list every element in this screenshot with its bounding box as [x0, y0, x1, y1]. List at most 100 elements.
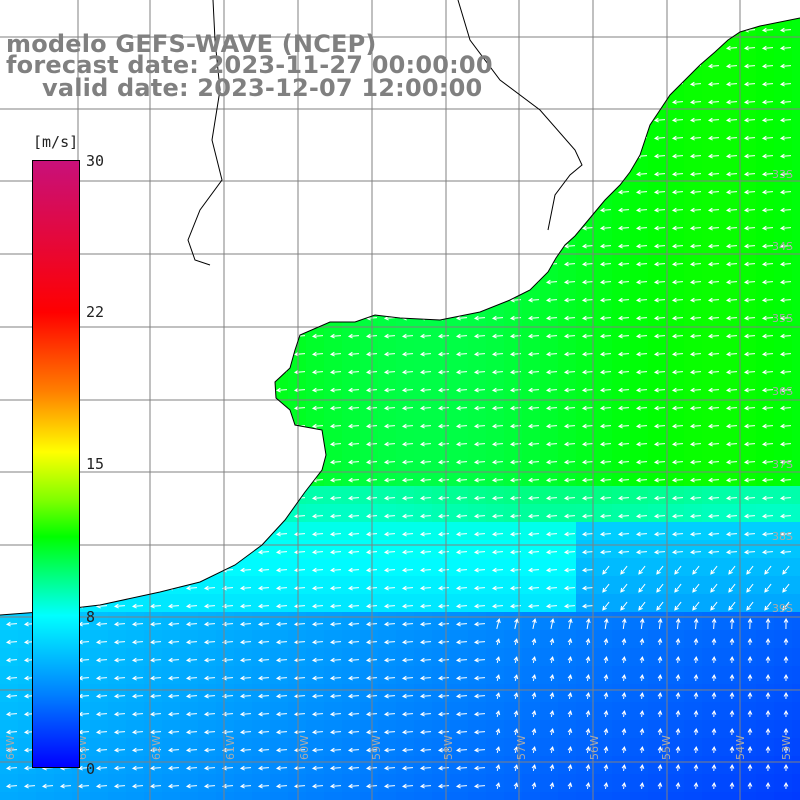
wind-arrow: [149, 603, 162, 609]
wind-speed-cell: [702, 666, 721, 685]
wind-arrow: [419, 747, 432, 753]
wind-arrow: [133, 10, 143, 14]
wind-speed-cell: [558, 522, 577, 541]
wind-arrow: [473, 315, 486, 321]
wind-speed-cell: [0, 126, 19, 145]
wind-arrow: [761, 531, 774, 537]
wind-arrow: [347, 729, 360, 735]
wind-speed-cell: [522, 450, 541, 469]
wind-speed-cell: [558, 576, 577, 595]
wind-arrow: [257, 423, 270, 429]
wind-speed-cell: [0, 450, 19, 469]
wind-arrow: [329, 747, 342, 753]
wind-speed-cell: [630, 396, 649, 415]
wind-arrow: [693, 727, 699, 736]
wind-arrow: [221, 657, 234, 663]
wind-arrow: [599, 153, 612, 159]
wind-arrow: [347, 387, 360, 393]
wind-speed-cell: [540, 666, 559, 685]
wind-speed-cell: [720, 288, 739, 307]
wind-arrow: [329, 171, 342, 177]
wind-arrow: [185, 477, 198, 483]
wind-arrow: [313, 10, 323, 14]
wind-speed-cell: [378, 612, 397, 631]
wind-speed-cell: [90, 666, 109, 685]
wind-arrow: [329, 351, 342, 357]
wind-speed-cell: [702, 90, 721, 109]
wind-speed-cell: [486, 594, 505, 613]
wind-speed-cell: [504, 594, 523, 613]
wind-speed-cell: [432, 144, 451, 163]
wind-arrow: [383, 459, 396, 465]
wind-speed-cell: [396, 450, 415, 469]
wind-speed-cell: [90, 792, 109, 800]
wind-speed-cell: [720, 144, 739, 163]
wind-arrow: [743, 441, 756, 447]
wind-speed-cell: [540, 324, 559, 343]
wind-speed-cell: [180, 378, 199, 397]
wind-speed-cell: [792, 432, 800, 451]
wind-speed-cell: [720, 504, 739, 523]
wind-arrow: [131, 711, 144, 717]
wind-speed-cell: [792, 36, 800, 55]
wind-arrow: [689, 117, 702, 123]
wind-arrow: [725, 99, 738, 105]
wind-arrow: [639, 763, 645, 772]
wind-speed-cell: [162, 270, 181, 289]
wind-speed-cell: [540, 558, 559, 577]
wind-speed-cell: [378, 270, 397, 289]
wind-arrow: [23, 99, 36, 105]
wind-arrow: [743, 315, 756, 321]
wind-speed-cell: [558, 216, 577, 235]
wind-speed-cell: [324, 702, 343, 721]
wind-arrow: [599, 477, 612, 483]
wind-arrow: [567, 782, 573, 790]
wind-speed-cell: [486, 306, 505, 325]
wind-arrow: [275, 261, 288, 267]
wind-speed-cell: [540, 720, 559, 739]
wind-arrow: [203, 135, 216, 141]
wind-arrow: [437, 459, 450, 465]
wind-arrow: [617, 117, 630, 123]
wind-arrow: [419, 171, 432, 177]
wind-arrow: [293, 279, 306, 285]
wind-arrow: [657, 745, 663, 754]
wind-speed-cell: [774, 108, 793, 127]
wind-speed-cell: [144, 396, 163, 415]
wind-arrow: [653, 81, 666, 87]
wind-arrow: [639, 691, 645, 700]
wind-speed-cell: [252, 558, 271, 577]
wind-arrow: [689, 423, 702, 429]
wind-arrow: [419, 513, 432, 519]
wind-arrow: [764, 565, 772, 575]
wind-arrow: [747, 637, 753, 646]
wind-arrow: [95, 243, 108, 249]
wind-arrow: [653, 279, 666, 285]
wind-arrow: [455, 243, 468, 249]
wind-speed-cell: [702, 396, 721, 415]
wind-arrow: [761, 405, 774, 411]
wind-speed-cell: [108, 504, 127, 523]
wind-arrow: [491, 135, 504, 141]
wind-arrow: [693, 673, 699, 682]
wind-speed-cell: [414, 144, 433, 163]
wind-speed-cell: [108, 612, 127, 631]
wind-arrow: [257, 621, 270, 627]
wind-speed-cell: [792, 792, 800, 800]
wind-arrow: [675, 727, 681, 736]
wind-speed-cell: [414, 414, 433, 433]
wind-arrow: [545, 441, 558, 447]
wind-arrow: [531, 782, 537, 790]
wind-arrow: [59, 153, 72, 159]
wind-arrow: [513, 692, 519, 700]
wind-arrow: [531, 764, 537, 772]
wind-arrow: [113, 207, 126, 213]
wind-arrow: [329, 693, 342, 699]
wind-speed-cell: [504, 360, 523, 379]
wind-speed-cell: [252, 342, 271, 361]
colorbar-tick-30: 30: [86, 152, 105, 170]
wind-speed-cell: [486, 216, 505, 235]
wind-speed-cell: [720, 90, 739, 109]
wind-arrow: [761, 333, 774, 339]
wind-speed-cell: [738, 342, 757, 361]
